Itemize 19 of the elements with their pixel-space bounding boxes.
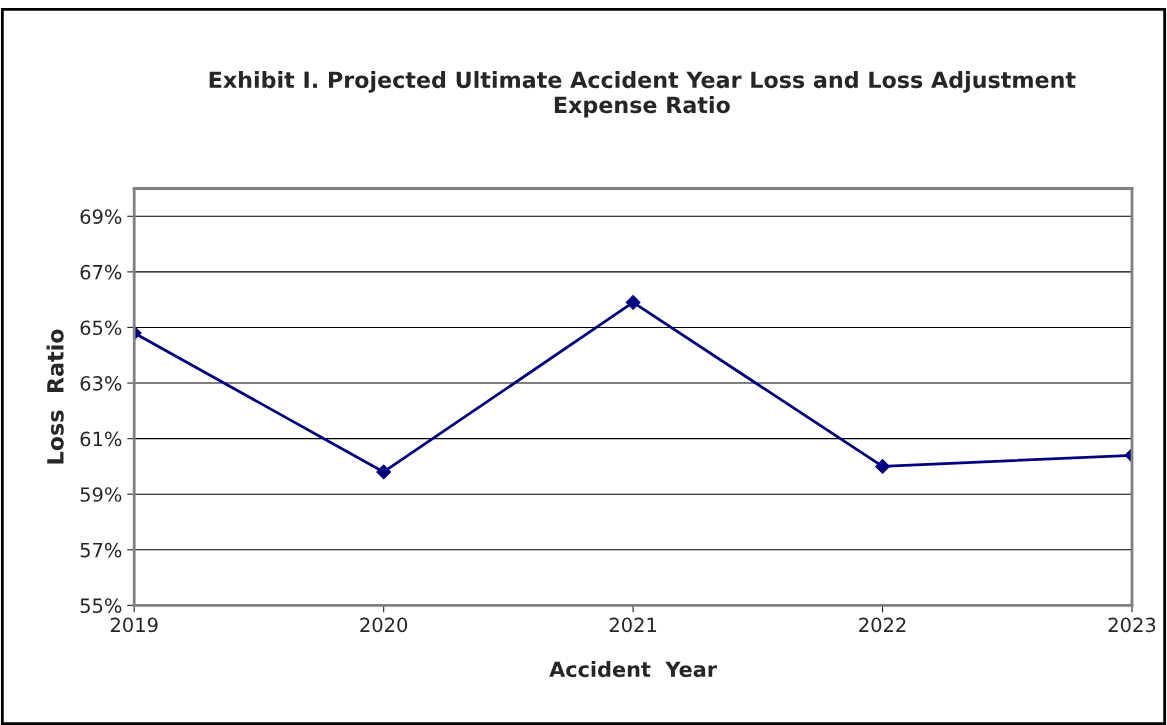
x-axis-title: Accident Year bbox=[549, 661, 718, 678]
y-tick-label: 67% bbox=[80, 264, 122, 280]
point bbox=[376, 464, 392, 480]
point bbox=[875, 459, 890, 474]
x-tick-label: 2019 bbox=[110, 617, 158, 633]
x-tick-label: 2023 bbox=[1108, 617, 1156, 633]
y-tick-label: 59% bbox=[80, 487, 122, 502]
chart-title: Exhibit I. Projected Ultimate Accident Year Loss and Loss Adjustment Expense Ratio bbox=[209, 70, 1076, 118]
y-tick-label: 65% bbox=[80, 320, 122, 336]
x-tick-label: 2022 bbox=[859, 617, 906, 633]
point bbox=[625, 295, 641, 310]
y-tick-label: 57% bbox=[80, 542, 122, 558]
y-tick-label: 63% bbox=[80, 376, 122, 391]
x-tick-label: 2020 bbox=[360, 617, 408, 633]
x-tick-label: 2021 bbox=[609, 617, 657, 633]
y-tick-label: 69% bbox=[80, 209, 122, 224]
y-tick-label: 61% bbox=[80, 431, 122, 447]
y-axis-title: Loss Ratio bbox=[46, 329, 64, 464]
y-tick-label: 55% bbox=[80, 598, 122, 614]
